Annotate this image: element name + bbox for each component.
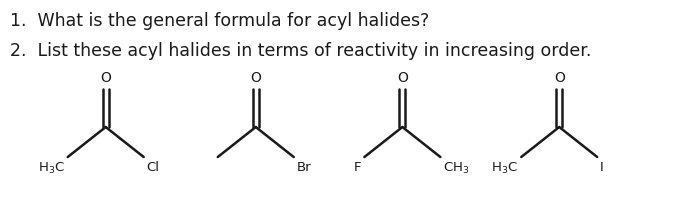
Text: H$_3$C: H$_3$C xyxy=(38,161,65,176)
Text: H$_3$C: H$_3$C xyxy=(491,161,518,176)
Text: O: O xyxy=(397,71,408,85)
Text: I: I xyxy=(600,161,604,174)
Text: 1.  What is the general formula for acyl halides?: 1. What is the general formula for acyl … xyxy=(10,12,430,30)
Text: O: O xyxy=(100,71,111,85)
Text: Br: Br xyxy=(297,161,312,174)
Text: Cl: Cl xyxy=(147,161,160,174)
Text: F: F xyxy=(354,161,361,174)
Text: O: O xyxy=(554,71,565,85)
Text: CH$_3$: CH$_3$ xyxy=(443,161,470,176)
Text: 2.  List these acyl halides in terms of reactivity in increasing order.: 2. List these acyl halides in terms of r… xyxy=(10,42,591,60)
Text: O: O xyxy=(250,71,261,85)
